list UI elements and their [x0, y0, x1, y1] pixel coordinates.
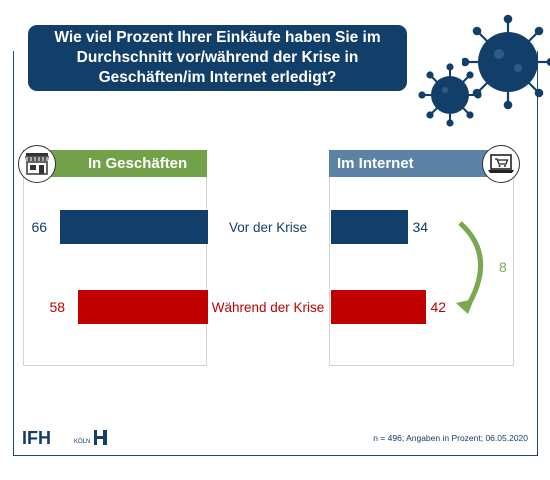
- value-label-online-before: 34: [412, 219, 429, 235]
- footnote: n = 496; Angaben in Prozent; 06.05.2020: [373, 433, 528, 443]
- store-panel: [23, 150, 207, 366]
- svg-text:KÖLN: KÖLN: [74, 438, 90, 445]
- bar-store-during: [77, 290, 208, 324]
- store-icon: [18, 145, 56, 183]
- value-label-store-during: 58: [49, 299, 66, 315]
- content-frame: [13, 51, 538, 456]
- laptop-cart-icon: [482, 145, 520, 183]
- increase-arrow-icon: [456, 221, 484, 314]
- bar-online-during: [331, 290, 426, 324]
- bar-online-before: [331, 210, 408, 244]
- value-label-store-before: 66: [31, 219, 48, 235]
- question-title: Wie viel Prozent Ihrer Einkäufe haben Si…: [28, 25, 407, 91]
- virus-icon-large: [462, 14, 550, 110]
- title-line-3: Geschäften/im Internet erledigt?: [98, 69, 337, 86]
- virus-icon-small: [418, 63, 482, 127]
- category-label-before: Vor der Krise: [228, 220, 308, 235]
- change-label: 8: [499, 259, 507, 275]
- title-line-2: Durchschnitt vor/während der Krise in: [76, 49, 359, 66]
- value-label-online-during: 42: [430, 299, 447, 315]
- svg-text:IFH: IFH: [22, 428, 51, 448]
- ifh-logo: IFH KÖLN: [22, 428, 117, 453]
- title-line-1: Wie viel Prozent Ihrer Einkäufe haben Si…: [54, 29, 381, 46]
- bar-store-before: [59, 210, 208, 244]
- category-label-during: Während der Krise: [211, 300, 325, 315]
